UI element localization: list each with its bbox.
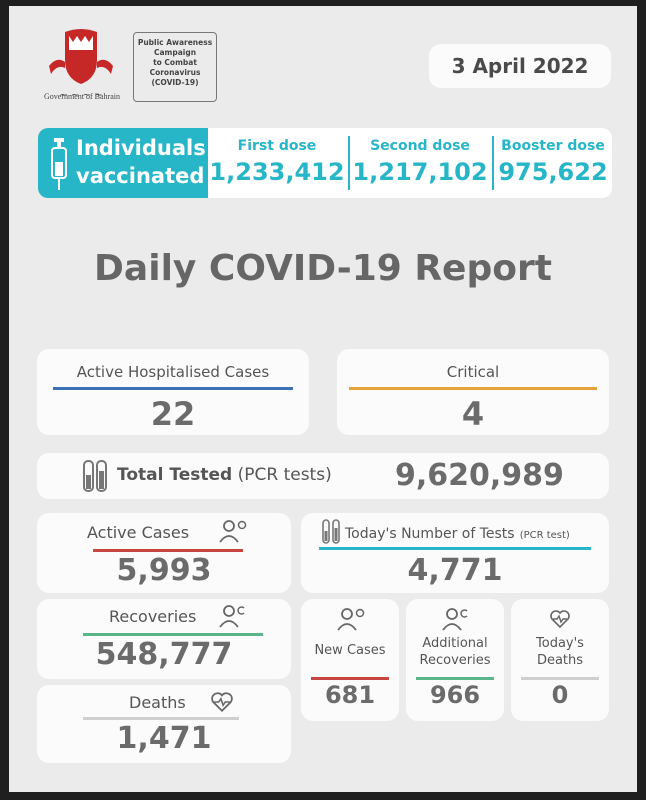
todays-deaths-label-line1: Today's	[536, 636, 584, 651]
deaths-label: Deaths	[129, 693, 186, 712]
todays-deaths-value: 0	[551, 681, 569, 709]
todays-tests-underline	[319, 547, 591, 550]
additional-recoveries-label-line1: Additional	[422, 636, 488, 651]
second-dose-label: Second dose	[370, 138, 470, 154]
campaign-badge: Public Awareness Campaign to Combat Coro…	[133, 32, 217, 102]
new-cases-label: New Cases	[314, 643, 386, 658]
active-cases-value: 5,993	[116, 553, 212, 588]
hospitalised-underline	[53, 387, 293, 390]
recoveries-value: 548,777	[95, 637, 233, 672]
total-tested-label: Total Tested	[117, 465, 233, 485]
todays-tests-label-group: Today's Number of Tests (PCR test)	[345, 523, 570, 542]
vaccinated-title-line2: vaccinated	[76, 164, 205, 188]
svg-text:~ ~ ~ ~: ~ ~ ~ ~	[59, 90, 102, 101]
booster-dose: Booster dose 975,622	[494, 128, 612, 198]
vaccination-doses: First dose 1,233,412 Second dose 1,217,1…	[208, 128, 612, 198]
deaths-value: 1,471	[116, 721, 212, 756]
total-tested-card: Total Tested (PCR tests) 9,620,989	[37, 453, 609, 499]
hospitalised-value: 22	[150, 395, 196, 433]
vaccination-banner-title: Individuals vaccinated	[38, 128, 208, 198]
additional-recoveries-label: Additional Recoveries	[406, 635, 504, 669]
person-virus-icon	[219, 520, 247, 543]
todays-deaths-underline	[521, 677, 599, 680]
todays-deaths-label: Today's Deaths	[511, 635, 609, 669]
todays-deaths-label-line2: Deaths	[536, 653, 584, 668]
todays-deaths-card: Today's Deaths 0	[511, 599, 609, 721]
second-dose-value: 1,217,102	[352, 158, 488, 186]
new-cases-value: 681	[324, 681, 376, 709]
todays-tests-card: Today's Number of Tests (PCR test) 4,771	[301, 513, 609, 593]
bahrain-emblem-icon: ~ ~ ~ ~	[49, 29, 113, 101]
deaths-card: Deaths 1,471	[37, 685, 291, 763]
hospitalised-label: Active Hospitalised Cases	[76, 363, 270, 381]
additional-recoveries-underline	[416, 677, 494, 680]
divider	[348, 136, 350, 190]
divider	[492, 136, 494, 190]
test-tube-icon	[83, 460, 107, 492]
person-recovered-icon	[442, 608, 468, 631]
first-dose-value: 1,233,412	[209, 158, 345, 186]
additional-recoveries-label-line2: Recoveries	[419, 653, 491, 668]
campaign-line: (COVID-19)	[151, 78, 199, 87]
critical-card: Critical 4	[337, 349, 609, 435]
active-cases-underline	[93, 549, 243, 552]
government-label: Government of Bahrain	[44, 92, 120, 101]
additional-recoveries-card: Additional Recoveries 966	[406, 599, 504, 721]
total-tested-value: 9,620,989	[395, 458, 564, 493]
report-date: 3 April 2022	[429, 44, 611, 88]
active-cases-label: Active Cases	[87, 523, 190, 542]
test-tube-icon	[322, 519, 340, 544]
heartbeat-icon	[211, 692, 233, 713]
first-dose-label: First dose	[237, 138, 317, 154]
first-dose: First dose 1,233,412	[208, 128, 346, 198]
person-virus-icon	[337, 608, 365, 631]
heartbeat-icon	[550, 610, 570, 629]
recoveries-underline	[83, 633, 263, 636]
booster-dose-value: 975,622	[498, 158, 608, 186]
new-cases-card: New Cases 681	[301, 599, 399, 721]
campaign-line: to Combat	[153, 58, 197, 67]
todays-tests-label: Today's Number of Tests	[345, 526, 515, 542]
new-cases-underline	[311, 677, 389, 680]
campaign-line: Coronavirus	[149, 68, 201, 77]
recoveries-label: Recoveries	[109, 607, 197, 626]
hospitalised-card: Active Hospitalised Cases 22	[37, 349, 309, 435]
vaccinated-title-line1: Individuals	[76, 136, 206, 160]
critical-value: 4	[461, 395, 485, 433]
report-poster: ~ ~ ~ ~ Government of Bahrain Public Awa…	[9, 6, 637, 792]
todays-tests-sub: (PCR test)	[519, 530, 570, 541]
recoveries-card: Recoveries 548,777	[37, 599, 291, 679]
campaign-line: Public Awareness	[137, 38, 213, 47]
critical-underline	[349, 387, 597, 390]
total-tested-sub: (PCR tests)	[237, 465, 332, 485]
report-title: Daily COVID-19 Report	[94, 248, 552, 289]
total-tested-label-group: Total Tested (PCR tests)	[117, 465, 332, 485]
todays-tests-value: 4,771	[407, 553, 503, 588]
second-dose: Second dose 1,217,102	[350, 128, 490, 198]
deaths-underline	[83, 717, 239, 720]
critical-label: Critical	[446, 363, 500, 381]
campaign-line: Campaign	[153, 48, 197, 57]
additional-recoveries-value: 966	[429, 681, 481, 709]
person-recovered-icon	[219, 605, 245, 628]
booster-dose-label: Booster dose	[501, 138, 605, 154]
active-cases-card: Active Cases 5,993	[37, 513, 291, 593]
syringe-icon	[51, 138, 67, 190]
